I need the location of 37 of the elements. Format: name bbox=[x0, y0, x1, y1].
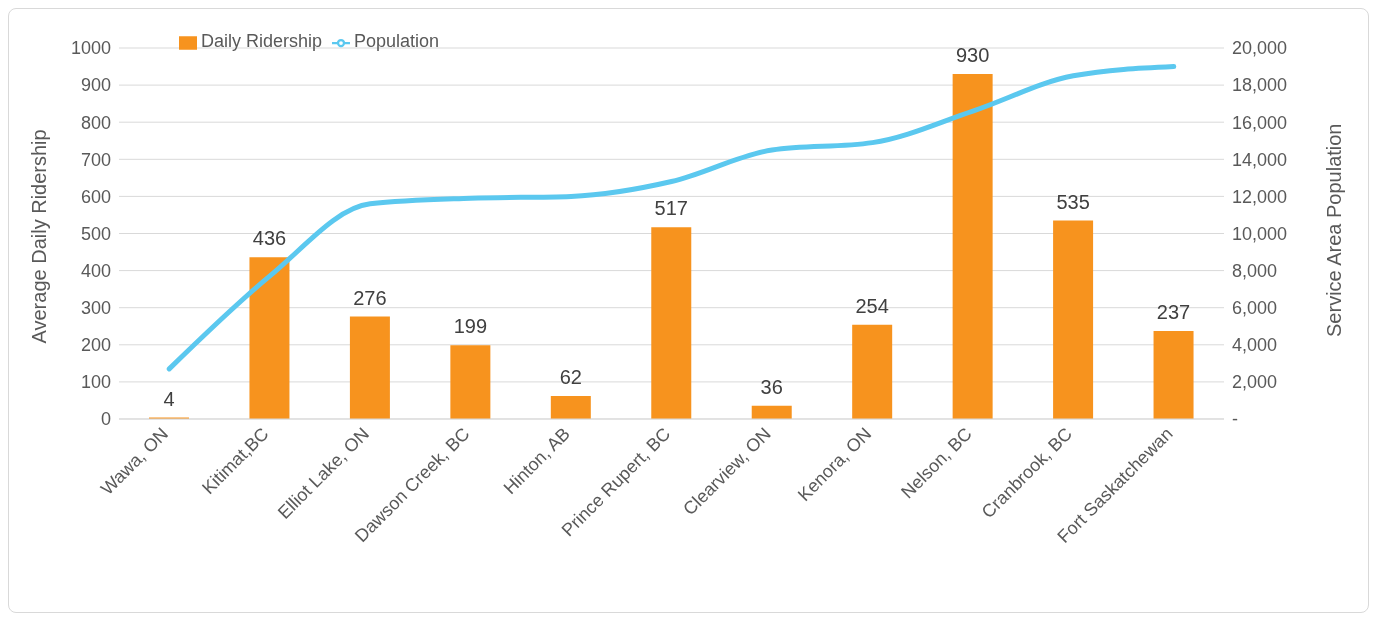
y-tick-label: 400 bbox=[80, 260, 111, 281]
y-tick-label: 200 bbox=[80, 335, 111, 356]
data-label: 36 bbox=[760, 375, 783, 398]
y-tick-label: 900 bbox=[80, 75, 111, 96]
y-tick-label: 600 bbox=[80, 186, 111, 207]
y2-axis-title: Service Area Population bbox=[1323, 123, 1346, 337]
y2-tick-label: - bbox=[1232, 409, 1238, 430]
y-tick-label: 300 bbox=[80, 298, 111, 319]
y2-tick-label: 4,000 bbox=[1232, 335, 1278, 356]
y2-tick-label: 10,000 bbox=[1232, 223, 1288, 244]
y2-tick-label: 18,000 bbox=[1232, 75, 1288, 96]
data-label: 237 bbox=[1156, 301, 1191, 324]
data-label: 517 bbox=[654, 197, 688, 220]
y2-tick-label: 6,000 bbox=[1232, 298, 1278, 319]
data-label: 4 bbox=[163, 387, 175, 410]
legend-label: Daily Ridership bbox=[201, 31, 323, 51]
data-label: 254 bbox=[855, 294, 889, 317]
y2-tick-label: 8,000 bbox=[1232, 260, 1278, 281]
data-label: 62 bbox=[559, 366, 582, 388]
y-tick-label: 500 bbox=[80, 223, 111, 244]
y-tick-label: 100 bbox=[80, 372, 111, 393]
y-tick-label: 700 bbox=[80, 149, 111, 170]
y-tick-label: 800 bbox=[80, 112, 111, 133]
y2-tick-label: 14,000 bbox=[1232, 149, 1288, 170]
y-tick-label: 1000 bbox=[70, 38, 111, 59]
data-label: 276 bbox=[353, 286, 387, 309]
data-label: 930 bbox=[955, 43, 990, 66]
y-tick-label: 0 bbox=[100, 409, 111, 430]
y-axis-title: Average Daily Ridership bbox=[28, 129, 51, 344]
y2-tick-label: 2,000 bbox=[1232, 372, 1278, 393]
y2-tick-label: 16,000 bbox=[1232, 112, 1288, 133]
legend-label: Population bbox=[354, 31, 440, 51]
data-label: 535 bbox=[1056, 190, 1090, 213]
data-label: 436 bbox=[252, 227, 287, 250]
data-label: 199 bbox=[453, 315, 488, 338]
y2-tick-label: 20,000 bbox=[1232, 38, 1288, 59]
y2-tick-label: 12,000 bbox=[1232, 186, 1288, 207]
